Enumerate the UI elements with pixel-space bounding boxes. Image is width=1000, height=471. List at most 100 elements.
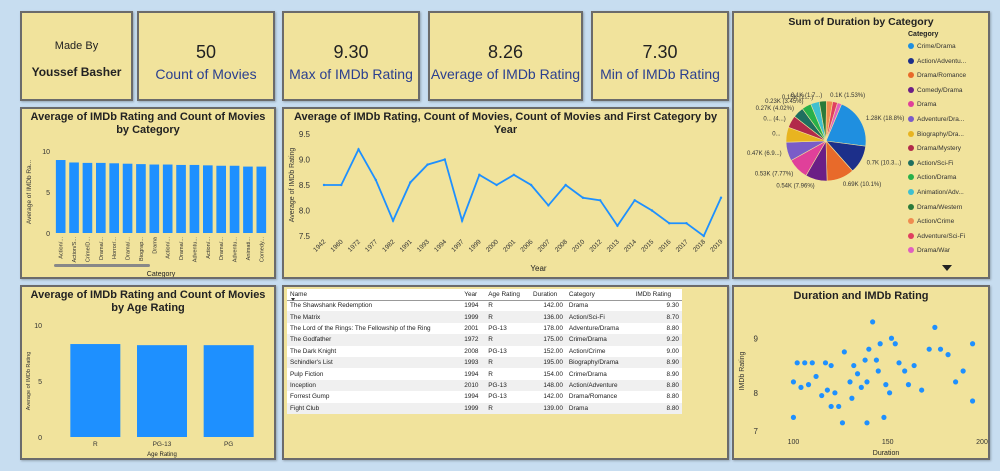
table-cell: Action/Crime xyxy=(565,345,633,357)
table-cell: 154.00 xyxy=(530,368,566,380)
table-cell: PG-13 xyxy=(485,345,531,357)
pie-chart[interactable]: 1.28K (18.8%) 0.7K (10.3...) 0.69K (10.1%)… xyxy=(734,33,904,233)
legend-label: Comedy/Drama xyxy=(917,86,963,94)
kpi-card-max-rating: 9.30 Max of IMDb Rating xyxy=(282,11,420,101)
table-cell: PG-13 xyxy=(485,391,531,403)
pie-slice-label: 0.69K (10.1%) xyxy=(843,182,881,188)
table-cell: R xyxy=(485,300,531,312)
legend-color-dot xyxy=(908,174,914,181)
scatter-point xyxy=(887,390,893,396)
table-row[interactable]: Forrest Gump 1994 PG-13 142.00 Drama/Romance… xyxy=(287,391,682,403)
scatter-point xyxy=(866,346,872,352)
pie-legend-item[interactable]: Biography/Dra... xyxy=(908,130,964,138)
table-row[interactable]: Fight Club 1999 R 139.00 Drama 8.80 xyxy=(287,402,682,414)
table-cell: PG-13 xyxy=(485,379,531,392)
pie-legend-item[interactable]: Crime/Drama xyxy=(908,43,956,50)
scatter-point xyxy=(864,420,870,426)
table-row[interactable]: The Lord of the Rings: The Fellowship of… xyxy=(287,322,682,335)
table-cell: 1972 xyxy=(461,334,486,346)
table-row[interactable]: Inception 2010 PG-13 148.00 Action/Adventure… xyxy=(287,379,682,392)
legend-color-dot xyxy=(908,218,914,225)
x-tick-label: 1997 xyxy=(450,238,465,253)
scatter-point xyxy=(919,387,925,393)
table-row[interactable]: The Shawshank Redemption 1994 R 142.00 Drama… xyxy=(287,300,682,312)
line-point xyxy=(616,224,619,227)
pie-legend-item[interactable]: Drama/Western xyxy=(908,203,962,211)
category-bar xyxy=(216,165,227,233)
column-header-name[interactable]: Name xyxy=(287,289,462,301)
x-tick-label: Action/S... xyxy=(72,237,78,263)
table-row[interactable]: Schindler's List 1993 R 195.00 Biography/Dra… xyxy=(287,356,682,369)
sort-desc-icon[interactable] xyxy=(291,298,295,301)
pie-legend-item[interactable]: Animation/Adv... xyxy=(908,189,964,196)
duration-rating-scatter[interactable]: 7 8 9 100 150 200 IMDb Rating Duration xyxy=(734,303,988,460)
category-bar xyxy=(256,166,267,233)
pie-slice-label: 1.28K (18.8%) xyxy=(866,116,904,122)
pie-legend-item[interactable]: Drama/Romance xyxy=(908,72,966,79)
table-row[interactable]: The Matrix 1999 R 136.00 Action/Sci-Fi 8.70 xyxy=(287,311,682,323)
column-header-imdb-rating[interactable]: IMDb Rating xyxy=(632,289,682,301)
pie-slice-label: 0.47K (6.9...) xyxy=(747,151,782,157)
x-tick-label: Drama/... xyxy=(126,237,132,260)
y-tick-label: 8.0 xyxy=(299,207,311,216)
x-tick-label: 2015 xyxy=(640,238,655,253)
table-cell: R xyxy=(485,356,531,369)
table-row[interactable]: Pulp Fiction 1994 R 154.00 Crime/Drama 8.90 xyxy=(287,368,682,380)
scatter-point xyxy=(896,360,902,366)
kpi-label: Min of IMDb Rating xyxy=(600,66,720,82)
scatter-point xyxy=(824,387,830,393)
age-rating-bar-chart[interactable]: 0 5 10 R PG-13 PG Average of IMDb Rating Age Ra… xyxy=(22,317,274,459)
y-tick-label: 8.5 xyxy=(299,181,311,190)
x-tick-label: 1982 xyxy=(381,238,396,253)
legend-color-dot xyxy=(908,159,914,166)
legend-color-dot xyxy=(908,189,914,195)
pie-legend-item[interactable]: Adventure/Dra... xyxy=(908,116,964,123)
category-bar xyxy=(149,164,160,233)
pie-legend-item[interactable]: Action/Adventu... xyxy=(908,57,966,65)
kpi-value: 8.26 xyxy=(487,42,524,62)
table-row[interactable]: The Dark Knight 2008 PG-13 152.00 Action/Cri… xyxy=(287,345,682,357)
line-point xyxy=(340,183,343,187)
scatter-point xyxy=(836,403,842,410)
table-cell: 8.90 xyxy=(632,368,682,380)
pie-legend-item[interactable]: Action/Drama xyxy=(908,174,956,181)
table-cell: PG-13 xyxy=(485,322,531,335)
pie-legend-item[interactable]: Drama/Mystery xyxy=(908,145,961,152)
pie-legend-item[interactable]: Action/Sci-Fi xyxy=(908,159,953,167)
column-header-year[interactable]: Year xyxy=(461,289,486,301)
legend-color-dot xyxy=(908,247,914,254)
pie-legend-item[interactable]: Drama xyxy=(908,101,937,108)
age-rating-bar-chart-card: Average of IMDb Rating and Count of Movi… xyxy=(20,285,276,460)
legend-color-dot xyxy=(908,232,914,239)
x-tick-label: 1993 xyxy=(416,238,431,253)
table-cell: R xyxy=(485,402,531,414)
column-header-duration[interactable]: Duration xyxy=(530,289,566,301)
table-cell: 1993 xyxy=(461,356,486,369)
pie-legend-item[interactable]: Action/Crime xyxy=(908,218,954,225)
table-cell: 139.00 xyxy=(530,402,566,414)
scatter-point xyxy=(881,414,887,420)
table-cell: 178.00 xyxy=(530,322,566,335)
table-cell: The Matrix xyxy=(287,311,462,323)
pie-slice-label: 0.15K (2....) xyxy=(782,95,813,101)
kpi-card-avg-rating: 8.26 Average of IMDb Rating xyxy=(428,11,583,101)
table-cell: Drama/Romance xyxy=(565,391,633,403)
table-cell: R xyxy=(485,311,531,323)
column-header-age-rating[interactable]: Age Rating xyxy=(485,289,531,301)
column-header-category[interactable]: Category xyxy=(565,289,633,301)
scatter-point xyxy=(794,360,800,366)
pie-legend-item[interactable]: Comedy/Drama xyxy=(908,86,963,94)
legend-scroll-down-icon[interactable] xyxy=(942,265,952,271)
category-bar xyxy=(122,163,133,233)
x-tick-label: 2017 xyxy=(675,238,690,253)
x-tick-label: 2000 xyxy=(485,238,500,253)
table-cell: 1999 xyxy=(461,402,486,414)
pie-legend-item[interactable]: Adventure/Sci-Fi xyxy=(908,232,965,240)
movies-table-wrap[interactable]: Name Year Age Rating Duration Category I… xyxy=(287,289,682,414)
scatter-point xyxy=(847,379,853,385)
category-bar-chart[interactable]: 0 5 10 Action/... Action/S... Crime/D... Drama… xyxy=(22,139,274,279)
table-cell: 2001 xyxy=(461,322,486,335)
pie-legend-item[interactable]: Drama/War xyxy=(908,247,950,254)
table-row[interactable]: The Godfather 1972 R 175.00 Crime/Drama 9.20 xyxy=(287,334,682,346)
